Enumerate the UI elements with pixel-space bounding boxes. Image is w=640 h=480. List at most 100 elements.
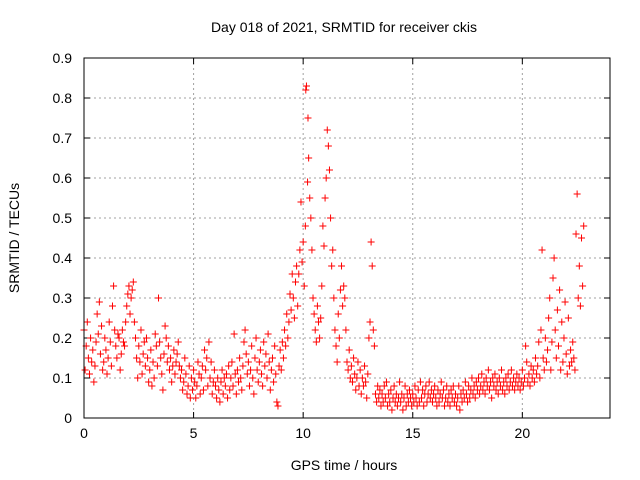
data-point [522,342,530,350]
data-point [124,290,132,298]
data-point [247,366,255,374]
data-point [541,334,549,342]
data-point [578,234,586,242]
data-point [308,246,316,254]
data-point [172,358,180,366]
data-point [87,334,95,342]
data-point [222,370,230,378]
data-point [185,362,193,370]
data-point [345,346,353,354]
data-point [470,382,478,390]
data-point [524,378,532,386]
data-point [571,366,579,374]
data-point [445,390,453,398]
data-point [444,398,452,406]
data-point [516,386,524,394]
data-point [288,270,296,278]
data-point [499,386,507,394]
data-point [553,306,561,314]
data-point [304,114,312,122]
data-point [525,370,533,378]
data-point [195,370,203,378]
data-point [469,390,477,398]
data-point [518,366,526,374]
data-point [393,402,401,410]
chart-title: Day 018 of 2021, SRMTID for receiver cki… [211,19,477,35]
data-point [289,294,297,302]
data-point [558,318,566,326]
data-point [306,194,314,202]
data-point [371,390,379,398]
data-point [160,350,168,358]
data-point [118,326,126,334]
data-point [523,358,531,366]
data-point [150,374,158,382]
data-point [307,214,315,222]
y-tick-label: 0.1 [53,370,73,386]
data-point [276,346,284,354]
data-point [95,298,103,306]
data-point [388,406,396,414]
data-point [94,330,102,338]
y-tick-label: 0 [64,410,72,426]
data-point [305,154,313,162]
data-point [139,350,147,358]
data-point [356,366,364,374]
data-point [275,362,283,370]
data-point [519,382,527,390]
data-point [529,366,537,374]
data-point [297,198,305,206]
data-point [231,370,239,378]
data-point [489,374,497,382]
data-point [485,386,493,394]
data-point [129,278,137,286]
data-point [208,390,216,398]
data-point [579,282,587,290]
data-point [175,362,183,370]
data-point [245,382,253,390]
data-point [254,378,262,386]
data-point [91,362,99,370]
data-point [563,370,571,378]
data-point [225,362,233,370]
data-point [84,354,92,362]
data-point [192,394,200,402]
data-point [317,314,325,322]
data-point [415,398,423,406]
data-point [480,378,488,386]
data-point [181,354,189,362]
data-point [329,246,337,254]
data-point [236,354,244,362]
data-point [328,262,336,270]
data-point [96,350,104,358]
data-point [382,378,390,386]
data-point [230,330,238,338]
data-point [168,378,176,386]
data-point [437,378,445,386]
data-point [379,398,387,406]
data-point [350,354,358,362]
data-point [274,402,282,410]
data-point [548,338,556,346]
data-point [504,370,512,378]
data-point [396,378,404,386]
data-point [142,334,150,342]
data-point [134,374,142,382]
data-point [540,366,548,374]
data-point [156,338,164,346]
data-point [365,334,373,342]
data-point [202,366,210,374]
data-point [122,318,130,326]
data-point [263,374,271,382]
data-point [126,310,134,318]
data-point [390,382,398,390]
data-point [174,338,182,346]
data-point [559,358,567,366]
data-point [125,282,133,290]
data-point [309,294,317,302]
data-point [488,394,496,402]
data-point [427,386,435,394]
data-point [560,334,568,342]
data-point [467,386,475,394]
